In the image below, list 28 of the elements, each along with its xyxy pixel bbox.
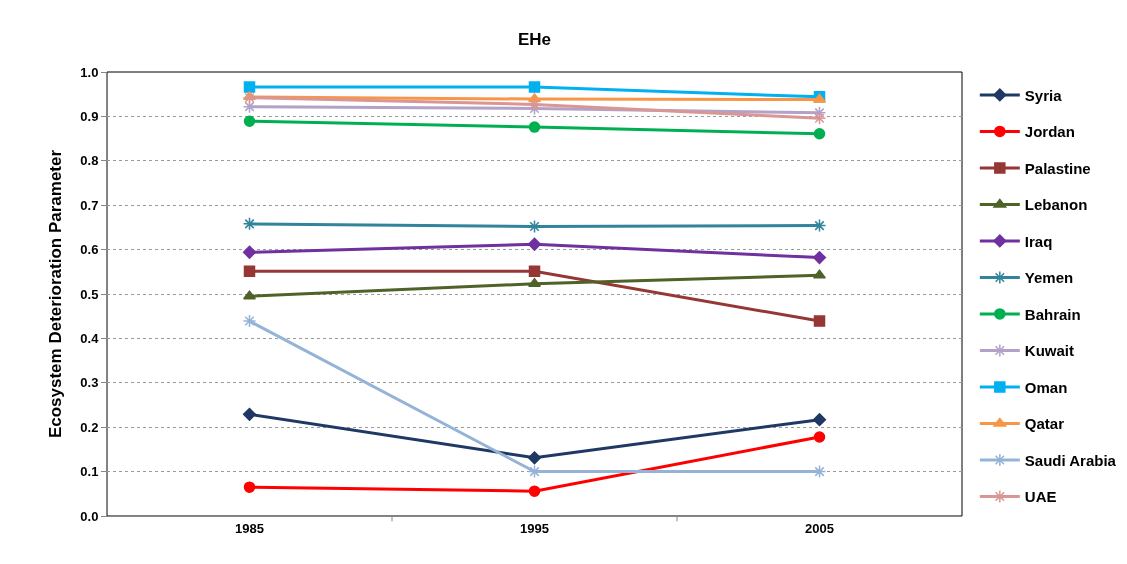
y-tick-label: 0.0 — [80, 508, 99, 524]
legend-label: Bahrain — [1024, 305, 1081, 323]
legend-label: UAE — [1024, 488, 1057, 506]
x-tick-label: 1985 — [235, 520, 264, 536]
y-tick-label: 0.6 — [80, 242, 99, 258]
y-tick-label: 0.7 — [80, 197, 99, 213]
legend-label: Saudi Arabia — [1024, 451, 1117, 469]
y-axis-title: Ecosystem Deterioration Parameter — [45, 149, 65, 439]
y-tick-label: 0.1 — [80, 464, 99, 480]
legend-label: Qatar — [1024, 415, 1065, 433]
legend-label: Oman — [1024, 378, 1068, 396]
y-tick-label: 0.4 — [80, 330, 100, 346]
x-tick-label: 1995 — [520, 520, 549, 536]
legend-label: Palastine — [1024, 159, 1091, 177]
x-tick-label: 2005 — [805, 520, 834, 536]
legend-label: Iraq — [1024, 232, 1053, 250]
y-tick-label: 0.5 — [80, 286, 99, 302]
legend-label: Syria — [1024, 86, 1063, 104]
legend-label: Lebanon — [1024, 196, 1088, 214]
y-tick-label: 0.8 — [80, 153, 99, 169]
legend-label: Yemen — [1024, 269, 1074, 287]
chart-title: EHe — [517, 30, 552, 50]
y-tick-label: 0.3 — [80, 375, 99, 391]
y-tick-label: 1.0 — [80, 64, 99, 80]
y-tick-label: 0.2 — [80, 419, 99, 435]
y-tick-label: 0.9 — [80, 108, 99, 124]
legend-label: Kuwait — [1024, 342, 1074, 360]
legend-label: Jordan — [1024, 123, 1075, 141]
